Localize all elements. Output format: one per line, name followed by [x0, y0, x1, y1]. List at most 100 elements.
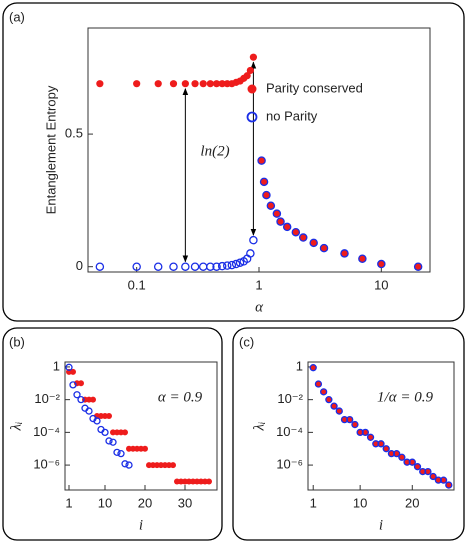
- y-tick-label: 1: [53, 358, 60, 373]
- plot-frame: [64, 361, 218, 491]
- data-point: [266, 201, 276, 210]
- data-point: [212, 80, 221, 88]
- data-point: [96, 80, 104, 88]
- data-point: [351, 421, 358, 428]
- data-point: [231, 259, 241, 269]
- panel-label: (b): [9, 334, 25, 349]
- plot-frame: [87, 27, 431, 273]
- data-point: [409, 459, 416, 466]
- data-point: [340, 249, 349, 258]
- data-point: [276, 218, 285, 226]
- data-point: [77, 395, 85, 404]
- x-axis-label: i: [139, 517, 143, 533]
- data-point: [73, 391, 81, 399]
- data-point: [246, 249, 255, 258]
- data-point: [70, 368, 76, 375]
- data-point: [366, 433, 375, 441]
- data-point: [357, 429, 364, 436]
- annotation: α = 0.9: [158, 389, 203, 405]
- annotation: 1/α = 0.9: [377, 389, 433, 405]
- data-point: [142, 445, 148, 452]
- data-point: [249, 235, 258, 245]
- data-point: [299, 233, 307, 242]
- data-point: [222, 261, 232, 270]
- data-point: [393, 450, 400, 457]
- data-point: [199, 80, 207, 88]
- data-point: [414, 463, 421, 470]
- data-point: [315, 381, 322, 388]
- data-point: [372, 440, 380, 448]
- data-point: [319, 243, 329, 253]
- data-point: [419, 468, 426, 475]
- data-point: [413, 463, 422, 471]
- data-point: [117, 450, 125, 458]
- data-point: [133, 80, 141, 88]
- data-point: [398, 453, 406, 461]
- y-tick-label: 10⁻⁶: [276, 457, 303, 472]
- x-tick-label: 0.1: [128, 277, 146, 292]
- data-point: [282, 222, 292, 232]
- data-point: [424, 468, 431, 475]
- data-point: [309, 238, 318, 248]
- x-tick-label: 20: [405, 495, 419, 510]
- data-point: [69, 381, 77, 389]
- y-axis-label: λᵢ: [8, 422, 24, 432]
- data-point: [372, 440, 379, 447]
- data-point: [414, 263, 422, 271]
- data-point: [198, 262, 208, 271]
- legend-marker: [247, 84, 257, 94]
- data-point: [95, 262, 105, 271]
- data-point: [206, 262, 215, 271]
- x-tick-label: 30: [178, 495, 192, 510]
- data-point: [378, 440, 384, 447]
- data-point: [154, 80, 162, 88]
- data-point: [246, 66, 254, 75]
- panel-box: [232, 327, 465, 541]
- x-tick-label: 20: [138, 495, 152, 510]
- data-point: [367, 434, 374, 441]
- data-point: [218, 80, 226, 88]
- data-point: [430, 473, 437, 480]
- data-point: [435, 477, 442, 484]
- legend-label: no Parity: [266, 108, 318, 123]
- data-point: [310, 239, 318, 247]
- data-point: [404, 459, 411, 466]
- data-point: [309, 364, 317, 372]
- data-point: [413, 262, 423, 271]
- data-point: [65, 363, 73, 371]
- y-tick-label: 10⁻²: [277, 391, 303, 406]
- data-point: [122, 429, 128, 436]
- data-point: [419, 467, 427, 476]
- annotation: ln(2): [200, 143, 229, 159]
- data-point: [310, 364, 317, 371]
- data-point: [424, 467, 432, 476]
- data-point: [257, 157, 266, 165]
- x-tick-label: 10: [98, 495, 112, 510]
- x-tick-label: 10: [353, 495, 367, 510]
- data-point: [153, 262, 163, 271]
- data-point: [85, 407, 93, 415]
- data-point: [340, 415, 349, 424]
- data-point: [325, 395, 333, 404]
- data-point: [319, 388, 328, 396]
- data-point: [320, 388, 327, 395]
- data-point: [276, 217, 285, 226]
- data-point: [101, 428, 109, 437]
- data-point: [382, 445, 390, 453]
- data-point: [206, 80, 214, 88]
- data-point: [408, 458, 416, 466]
- data-point: [90, 396, 96, 403]
- y-tick-label: 10⁻⁴: [276, 424, 303, 439]
- data-point: [358, 254, 367, 263]
- data-point: [181, 80, 189, 88]
- y-tick-label: 10⁻⁶: [33, 457, 60, 472]
- data-point: [169, 80, 178, 88]
- data-point: [93, 417, 101, 425]
- data-point: [106, 413, 112, 420]
- data-point: [341, 416, 348, 423]
- data-point: [257, 156, 266, 165]
- data-point: [383, 445, 390, 452]
- data-point: [191, 80, 199, 88]
